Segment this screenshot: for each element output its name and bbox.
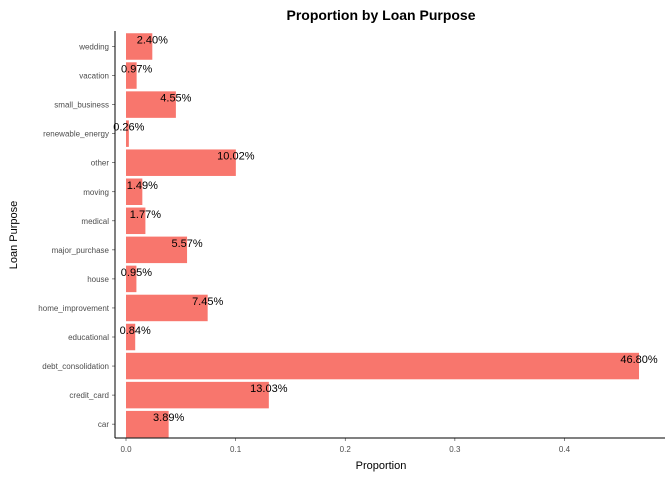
chart-title: Proportion by Loan Purpose <box>286 7 475 23</box>
y-tick-label: medical <box>81 217 109 226</box>
x-tick-label: 0.2 <box>340 445 352 454</box>
bar-other <box>126 149 236 176</box>
bar-house <box>126 265 137 293</box>
bar-moving <box>126 178 143 205</box>
data-label-small-business: 4.55% <box>160 93 191 105</box>
y-tick-label: house <box>87 275 109 284</box>
y-tick-label: car <box>98 420 109 429</box>
y-tick-label: credit_card <box>69 391 109 400</box>
data-label-moving: 1.49% <box>127 180 158 192</box>
y-tick-label: moving <box>83 188 109 197</box>
data-label-wedding: 2.40% <box>137 35 168 47</box>
bar-credit-card <box>126 381 269 409</box>
data-labels-group: 2.40% 0.97% 4.55% 0.26% 10.02% 1.49% 1.77% 5.57… <box>113 35 658 425</box>
y-tick-label: renewable_energy <box>43 130 109 139</box>
x-tick-label: 0.3 <box>449 445 461 454</box>
y-axis-title: Loan Purpose <box>8 201 20 270</box>
y-tick-label: wedding <box>78 43 109 52</box>
data-label-renewable-energy: 0.26% <box>113 122 144 134</box>
bar-car <box>126 410 169 438</box>
bar-wedding <box>126 33 153 60</box>
data-label-educational: 0.84% <box>120 325 151 337</box>
x-tick-label: 0.0 <box>120 445 132 454</box>
y-tick-label: major_purchase <box>52 246 110 255</box>
bar-renewable-energy <box>126 120 129 147</box>
x-tick-label: 0.4 <box>559 445 571 454</box>
x-tick-label: 0.1 <box>230 445 242 454</box>
bar-major-purchase <box>126 236 188 264</box>
data-label-credit-card: 13.03% <box>250 383 288 395</box>
y-tick-label: home_improvement <box>38 304 109 313</box>
data-label-home-improvement: 7.45% <box>192 296 223 308</box>
bar-home-improvement <box>126 294 208 322</box>
data-label-car: 3.89% <box>153 412 184 424</box>
data-label-other: 10.02% <box>217 151 255 163</box>
data-label-debt-consolidation: 46.80% <box>620 354 658 366</box>
y-tick-label: other <box>91 159 110 168</box>
y-tick-label: educational <box>68 333 109 342</box>
y-tick-label: vacation <box>79 72 109 81</box>
data-label-vacation: 0.97% <box>121 64 152 76</box>
y-axis-ticks: wedding vacation small_business renewable_e… <box>38 43 115 429</box>
bar-vacation <box>126 62 137 89</box>
data-label-major-purchase: 5.57% <box>171 238 202 250</box>
bars-group <box>126 33 640 438</box>
data-label-house: 0.95% <box>121 267 152 279</box>
x-axis-ticks: 0.0 0.1 0.2 0.3 0.4 <box>120 438 571 454</box>
bar-small-business <box>126 91 176 118</box>
x-axis-title: Proportion <box>356 460 407 472</box>
y-tick-label: debt_consolidation <box>42 362 109 371</box>
data-label-medical: 1.77% <box>130 209 161 221</box>
y-tick-label: small_business <box>54 101 109 110</box>
bar-debt-consolidation <box>126 352 640 380</box>
bar-educational <box>126 323 136 351</box>
bar-medical <box>126 207 146 235</box>
